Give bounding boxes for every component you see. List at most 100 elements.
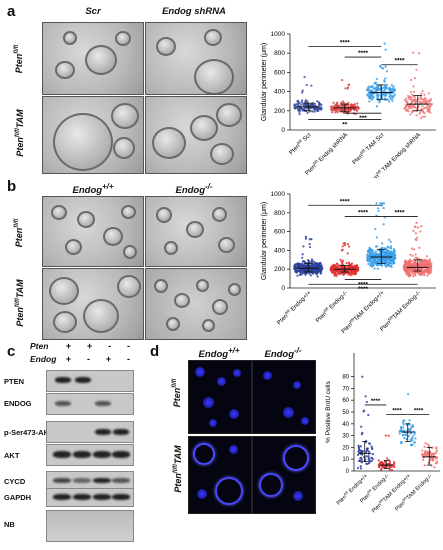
data-point [370,459,373,463]
data-point [411,105,414,108]
data-point [418,246,421,249]
data-point [423,464,426,467]
data-point [404,97,407,100]
data-point [411,435,414,438]
data-point [293,265,296,268]
data-point [360,458,364,461]
data-point [409,268,412,271]
data-point [427,444,431,448]
data-point [299,273,302,276]
data-point [420,108,423,111]
data-point [308,246,312,249]
data-point [388,92,391,96]
data-point [408,96,411,99]
y-tick-label: 400 [274,89,285,96]
y-tick-label: 1000 [271,191,286,198]
data-point [419,95,422,98]
panel-b-col-header-ko: Endog-/- [175,182,213,197]
data-point [354,265,357,268]
data-point [306,111,309,115]
data-point [372,264,375,267]
data-point [345,262,348,265]
data-point [347,245,351,248]
data-point [393,461,396,464]
y-tick-label: 600 [274,229,285,236]
data-point [383,42,386,45]
data-point [379,263,382,266]
data-point [381,202,384,205]
data-point [393,93,396,96]
chart-d: 0 10 20 30 40 50 60 70 80 % Positive BrdU cells Pt… [325,353,440,514]
data-point [301,262,304,265]
data-point [390,468,394,471]
y-tick-label: 40 [342,422,349,428]
data-point [299,271,302,274]
data-point [403,419,406,422]
data-point [310,264,313,267]
data-point [414,437,417,440]
data-point [359,445,362,448]
data-point [371,249,374,252]
data-point [382,254,385,257]
data-point [299,268,302,271]
data-point [427,92,431,95]
data-point [413,431,417,434]
data-point [366,254,369,257]
data-point [435,462,438,465]
significance-label: **** [358,286,369,293]
data-point [425,105,429,108]
data-point [434,451,438,454]
data-point [426,452,429,455]
data-point [341,245,344,248]
data-point [385,83,388,86]
blot-pakt [46,421,134,443]
data-point [304,99,308,102]
data-point [387,434,390,437]
fluor-d-ko-ptentam [252,436,316,514]
data-point [378,260,381,263]
data-point [401,421,405,424]
significance-label: **** [358,210,369,217]
data-point [388,259,391,262]
data-point [369,254,372,257]
data-point [402,426,405,429]
data-point [378,88,382,91]
data-point [313,110,316,113]
data-point [387,245,390,248]
data-point [303,75,306,79]
data-point [354,272,357,276]
data-point [385,70,389,73]
data-point [385,251,388,254]
data-point [364,450,368,453]
data-point [373,262,377,265]
blot-pten [46,370,134,392]
data-point [385,94,388,97]
data-point [340,249,343,252]
data-point [404,266,407,270]
data-point [403,268,406,271]
data-point [335,275,338,278]
data-point [379,202,382,205]
data-point [383,88,386,91]
data-point [308,238,311,241]
data-point [393,252,396,255]
data-point [371,447,374,451]
data-point [304,264,307,267]
data-point [333,104,336,107]
data-point [424,449,427,453]
data-point [374,86,378,89]
data-point [342,269,345,273]
data-point [331,111,334,114]
data-point [391,99,394,102]
data-point [429,458,432,462]
data-point [423,115,426,118]
data-point [296,262,299,265]
micrograph-a-shrna-ptenfl [145,22,247,95]
data-point [378,99,381,102]
geno-endog-label: Endog [30,354,57,364]
data-point [374,227,377,231]
data-point [408,104,411,108]
data-point [404,109,407,112]
data-point [400,427,403,430]
data-point [410,444,413,447]
